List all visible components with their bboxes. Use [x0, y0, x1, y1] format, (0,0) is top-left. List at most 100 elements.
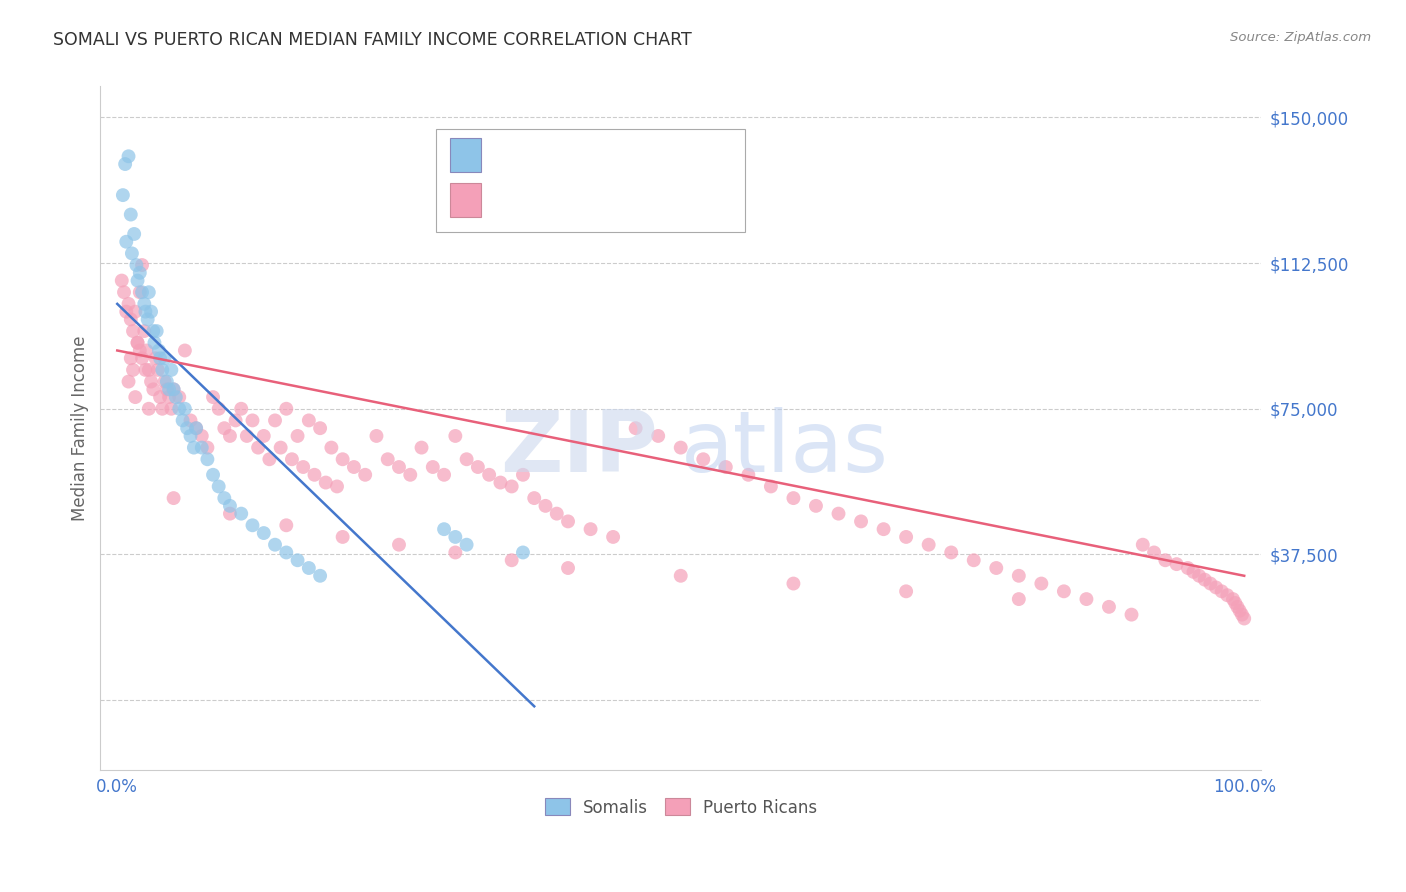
Point: [737, 467, 759, 482]
Point: [1205, 581, 1227, 595]
Point: [145, 324, 167, 338]
Point: [142, 382, 165, 396]
Point: [1076, 592, 1098, 607]
Point: [287, 553, 309, 567]
Point: [231, 507, 253, 521]
Point: [546, 507, 568, 521]
Point: [1216, 588, 1239, 602]
Point: [478, 467, 501, 482]
Point: [276, 401, 298, 416]
Point: [444, 429, 467, 443]
Point: [343, 460, 366, 475]
Point: [202, 467, 225, 482]
Point: [172, 413, 194, 427]
Point: [149, 351, 172, 366]
Point: [276, 545, 298, 559]
Point: [309, 421, 332, 435]
Point: [388, 538, 411, 552]
Point: [143, 335, 166, 350]
Point: [714, 460, 737, 475]
Point: [162, 491, 184, 505]
Point: [131, 258, 153, 272]
Point: [1053, 584, 1076, 599]
Point: [433, 467, 456, 482]
Point: [377, 452, 399, 467]
Point: [131, 285, 153, 300]
Point: [219, 507, 242, 521]
Point: [242, 518, 264, 533]
Point: [647, 429, 669, 443]
Point: [117, 149, 139, 163]
Point: [225, 413, 247, 427]
Point: [1226, 599, 1249, 614]
Point: [115, 235, 138, 249]
Point: [208, 479, 231, 493]
Point: [321, 441, 343, 455]
Point: [444, 530, 467, 544]
Point: [197, 452, 219, 467]
Point: [849, 515, 872, 529]
Point: [624, 421, 647, 435]
Point: [127, 274, 149, 288]
Point: [112, 285, 135, 300]
Point: [1121, 607, 1143, 622]
Point: [366, 429, 388, 443]
Point: [134, 363, 156, 377]
Point: [148, 343, 170, 358]
Point: [219, 429, 242, 443]
Point: [191, 429, 214, 443]
Point: [153, 351, 176, 366]
Text: 53: 53: [638, 145, 661, 163]
Point: [156, 382, 179, 396]
Point: [142, 324, 165, 338]
Point: [1188, 568, 1211, 582]
Point: [433, 522, 456, 536]
Point: [1166, 557, 1188, 571]
Point: [1230, 607, 1253, 622]
Point: [917, 538, 939, 552]
Point: [557, 561, 579, 575]
Point: [124, 304, 146, 318]
Point: [456, 538, 478, 552]
Point: [894, 530, 917, 544]
Point: [183, 441, 205, 455]
Text: atlas: atlas: [681, 407, 889, 491]
Point: [326, 479, 349, 493]
Point: [128, 266, 150, 280]
Point: [986, 561, 1008, 575]
Point: [179, 429, 201, 443]
Point: [332, 452, 354, 467]
Point: [120, 351, 142, 366]
Point: [804, 499, 827, 513]
Point: [1177, 561, 1199, 575]
Point: [501, 553, 523, 567]
Point: [287, 429, 309, 443]
Point: [399, 467, 422, 482]
Point: [114, 157, 136, 171]
Point: [117, 297, 139, 311]
Point: [270, 441, 292, 455]
Point: [872, 522, 894, 536]
Point: [1222, 592, 1244, 607]
Point: [136, 312, 159, 326]
Point: [120, 208, 142, 222]
Point: [145, 351, 167, 366]
Point: [160, 401, 183, 416]
Point: [153, 375, 176, 389]
Point: [411, 441, 433, 455]
Point: [242, 413, 264, 427]
Point: [146, 363, 169, 377]
Point: [186, 421, 208, 435]
Point: [669, 441, 692, 455]
Legend: Somalis, Puerto Ricans: Somalis, Puerto Ricans: [538, 792, 824, 823]
Point: [827, 507, 849, 521]
Point: [298, 561, 321, 575]
Point: [1229, 604, 1251, 618]
Point: [150, 401, 173, 416]
Point: [523, 491, 546, 505]
Point: [176, 421, 198, 435]
Point: [236, 429, 259, 443]
Point: [167, 390, 190, 404]
Point: [231, 401, 253, 416]
Point: [489, 475, 512, 490]
